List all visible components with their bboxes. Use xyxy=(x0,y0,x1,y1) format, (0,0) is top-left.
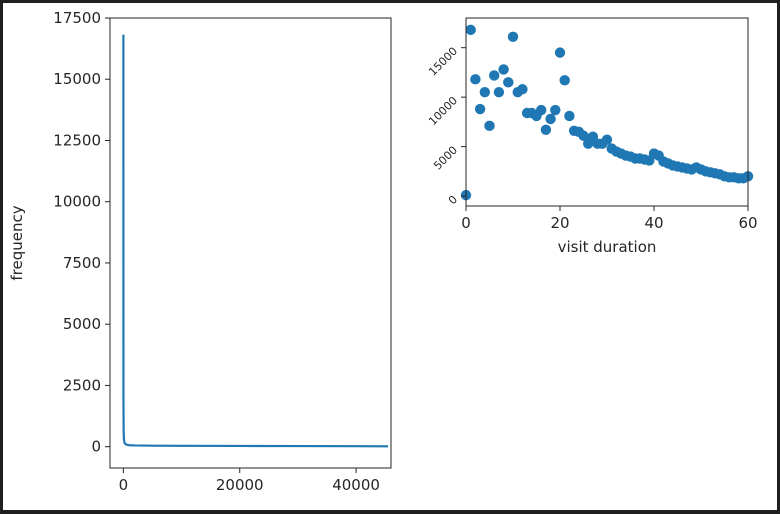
freq-chart-y-tick-label: 2500 xyxy=(63,376,101,394)
duration-chart-data-point xyxy=(474,103,486,115)
duration-chart-data-point xyxy=(578,130,589,141)
duration-chart-data-point xyxy=(540,124,552,136)
duration-chart-x-tick-label: 0 xyxy=(461,214,471,232)
duration-chart-data-point xyxy=(554,47,566,58)
freq-chart-axes-frame xyxy=(109,17,392,469)
duration-chart-data-point xyxy=(517,84,528,95)
duration-chart-data-point xyxy=(550,104,561,116)
duration-chart-y-tick-label: 0 xyxy=(446,193,460,207)
duration-chart-axes-frame xyxy=(465,17,749,207)
duration-chart-x-axis-label: visit duration xyxy=(558,238,657,256)
duration-chart-x-tick-label: 20 xyxy=(550,214,569,232)
freq-chart-x-tick-label: 0 xyxy=(119,476,129,494)
duration-chart-data-point xyxy=(484,120,495,132)
freq-chart-x-tick-label: 20000 xyxy=(216,476,264,494)
duration-chart-data-point xyxy=(498,64,509,75)
duration-chart-data-point xyxy=(503,77,514,88)
duration-chart-data-point xyxy=(507,31,519,42)
duration-chart-y-tick-label: 10000 xyxy=(426,94,460,128)
duration-chart-data-point xyxy=(536,104,547,116)
duration-chart-y-tick-label: 15000 xyxy=(426,45,460,79)
freq-chart-y-tick-label: 17500 xyxy=(53,9,101,27)
duration-chart-data-point xyxy=(545,113,556,125)
freq-chart-y-tick-label: 12500 xyxy=(53,131,101,149)
duration-chart-data-point xyxy=(479,87,490,98)
duration-chart-x-tick-label: 60 xyxy=(738,214,757,232)
duration-chart-data-point xyxy=(489,70,500,81)
freq-chart-y-tick-label: 0 xyxy=(91,438,101,456)
freq-chart-series-line xyxy=(122,34,389,448)
duration-chart-data-point xyxy=(470,74,481,85)
duration-chart-data-point xyxy=(493,87,505,98)
duration-chart-data-point xyxy=(601,134,613,145)
freq-chart-y-tick-label: 7500 xyxy=(63,254,101,272)
freq-chart-x-tick-label: 40000 xyxy=(332,476,380,494)
duration-chart-data-point xyxy=(564,110,575,122)
duration-chart-x-tick-label: 40 xyxy=(644,214,663,232)
duration-chart-data-point xyxy=(465,24,476,36)
freq-chart-y-tick-label: 5000 xyxy=(63,315,101,333)
freq-chart-y-axis-label: frequency xyxy=(8,205,26,280)
freq-chart-y-tick-label: 15000 xyxy=(53,70,101,88)
figure-frame: 0 20000 40000 0 2500 5000 7500 10000 12500 15000 1… xyxy=(3,3,777,510)
duration-chart-data-point xyxy=(559,75,570,86)
freq-chart-y-tick-label: 10000 xyxy=(53,193,101,211)
figure: 0 20000 40000 0 2500 5000 7500 10000 12500 15000 1… xyxy=(8,9,758,494)
duration-chart-y-tick-label: 5000 xyxy=(431,144,460,173)
